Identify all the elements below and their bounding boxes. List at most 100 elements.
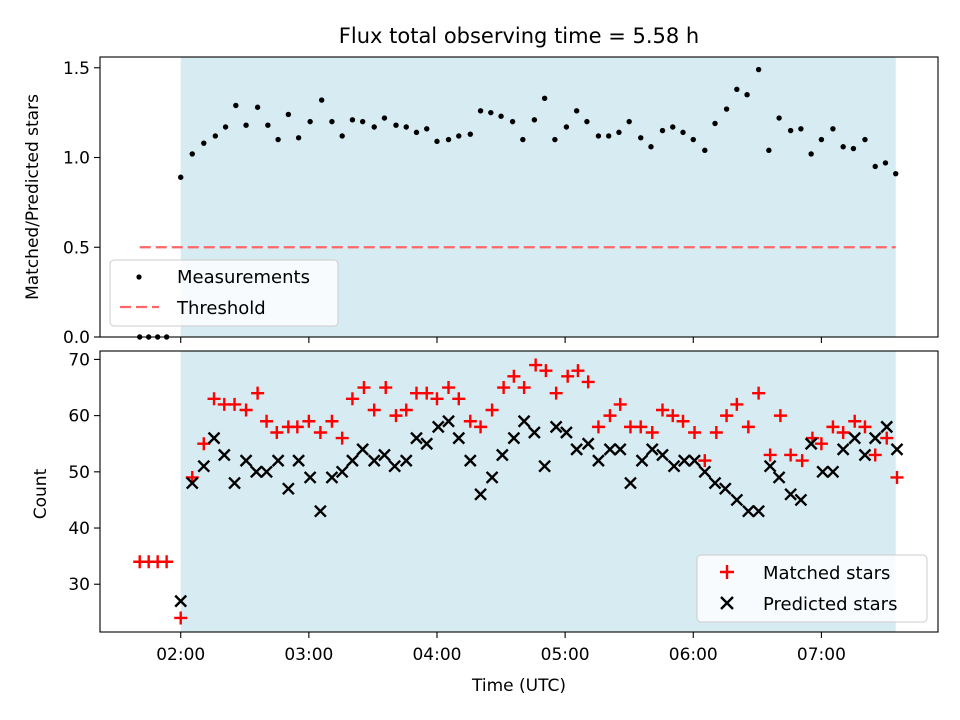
count-points: [133, 358, 904, 625]
matched-star-point: [868, 448, 882, 462]
predicted-star-point: [207, 431, 221, 445]
legend-predicted-stars: Predicted stars: [763, 594, 897, 615]
bottom-x-tick-label: 02:00: [156, 645, 205, 665]
matched-star-point: [581, 375, 595, 389]
predicted-star-point: [335, 465, 349, 479]
predicted-star-point: [260, 465, 273, 479]
measurement-point: [477, 108, 484, 114]
measurement-point: [872, 163, 878, 170]
predicted-star-point: [507, 431, 521, 445]
bottom-y-tick-label: 60: [68, 407, 90, 427]
predicted-star-point: [228, 476, 241, 490]
top-y-axis: 0.0 0.5 1.0 1.5: [63, 59, 100, 348]
matched-star-point: [313, 425, 327, 439]
predicted-star-point: [613, 443, 627, 456]
predicted-star-point: [624, 476, 637, 490]
measurement-point: [520, 136, 526, 143]
bottom-x-tick-label: 03:00: [284, 645, 333, 665]
predicted-star-point: [836, 443, 850, 456]
predicted-star-point: [367, 454, 381, 467]
matched-star-point: [517, 381, 531, 395]
matched-star-point: [709, 425, 723, 439]
predicted-star-point: [325, 471, 339, 484]
measurement-point: [787, 127, 794, 134]
matched-star-point: [656, 403, 670, 417]
predicted-star-point: [645, 443, 659, 456]
measurement-point: [680, 129, 686, 136]
matched-star-point: [239, 403, 253, 417]
measurement-point: [393, 122, 399, 128]
measurement-point: [626, 118, 632, 125]
predicted-star-point: [463, 454, 477, 467]
measurement-point: [744, 91, 750, 98]
matched-star-point: [367, 403, 381, 417]
measurement-point: [638, 135, 644, 141]
predicted-star-point: [538, 459, 551, 473]
matched-star-point: [207, 392, 221, 406]
legend-predicted-marker: [720, 596, 734, 610]
legend-measurement-marker: [136, 274, 142, 280]
measurement-point: [862, 136, 868, 143]
predicted-star-point: [708, 476, 722, 490]
measurement-point: [445, 136, 452, 143]
predicted-star-point: [528, 426, 541, 439]
legend-matched-stars: Matched stars: [763, 563, 890, 584]
matched-star-point: [752, 386, 766, 400]
measurement-point: [776, 115, 782, 121]
matched-star-point: [270, 425, 284, 439]
legend-matched-marker: [720, 565, 734, 579]
matched-star-point: [430, 392, 444, 406]
predicted-star-point: [784, 487, 797, 501]
predicted-star-point: [442, 414, 455, 428]
matched-star-point: [784, 448, 798, 462]
predicted-star-point: [635, 454, 649, 467]
predicted-star-point: [517, 414, 531, 428]
legend-measurements: Measurements: [177, 267, 310, 288]
matched-star-point: [763, 448, 777, 462]
measurement-point: [467, 131, 474, 137]
matched-star-point: [858, 420, 872, 434]
matched-star-point: [228, 397, 242, 411]
predicted-star-point: [718, 482, 732, 496]
predicted-star-point: [420, 437, 434, 451]
predicted-star-point: [826, 465, 840, 479]
bottom-y-axis: 30 40 50 60 70: [68, 350, 100, 595]
matched-star-point: [442, 381, 456, 395]
top-y-tick-label: 0.0: [63, 328, 90, 348]
chart-title: Flux total observing time = 5.58 h: [339, 24, 699, 48]
matched-star-point: [507, 369, 521, 383]
measurement-point: [359, 118, 366, 125]
matched-star-point: [603, 409, 617, 423]
measurement-point: [285, 111, 292, 118]
predicted-star-point: [431, 420, 445, 434]
predicted-star-point: [378, 448, 391, 462]
measurement-point: [830, 126, 836, 132]
measurement-point: [616, 129, 622, 136]
bottom-panel: 30 40 50 60 70 02:00 03:00 04:00 05:00 06:00 07:0…: [31, 350, 939, 696]
predicted-star-point: [292, 454, 305, 467]
top-legend-box: [109, 259, 339, 327]
matched-star-point: [795, 454, 809, 468]
matched-star-point: [529, 358, 543, 372]
measurement-point: [329, 118, 335, 125]
matched-star-point: [826, 420, 840, 434]
measurement-point: [201, 140, 207, 146]
matched-star-point: [379, 381, 393, 395]
matched-star-point: [474, 420, 488, 434]
measurement-points: [137, 66, 899, 340]
predicted-star-point: [890, 443, 904, 456]
matched-star-point: [399, 403, 413, 417]
measurement-point: [670, 124, 676, 130]
matched-star-point: [561, 369, 575, 383]
predicted-star-point: [271, 454, 285, 467]
predicted-star-point: [698, 465, 712, 479]
measurement-point: [798, 126, 804, 132]
predicted-star-point: [410, 431, 423, 445]
measurement-point: [840, 144, 846, 150]
matched-star-point: [197, 437, 211, 451]
bottom-x-label: Time (UTC): [471, 676, 566, 696]
measurement-point: [893, 170, 899, 177]
predicted-star-point: [356, 443, 370, 456]
predicted-star-point: [399, 454, 413, 467]
predicted-star-point: [249, 465, 263, 479]
